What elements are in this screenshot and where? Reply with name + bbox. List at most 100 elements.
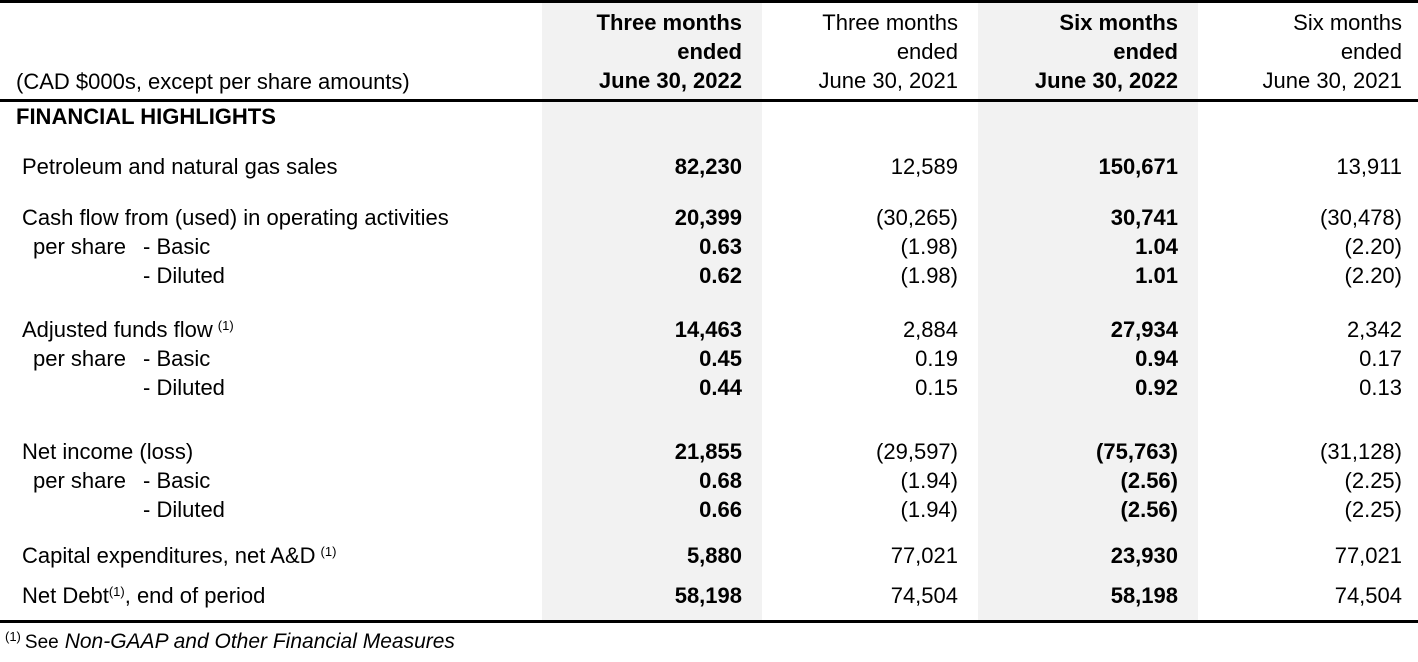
value-cell: 77,021 xyxy=(1334,543,1402,568)
row-label: Net Debt(1), end of period xyxy=(0,581,542,610)
table-header-row: (CAD $000s, except per share amounts) Th… xyxy=(0,0,1418,102)
per-share-type: - Diluted xyxy=(143,375,225,400)
row-label: - Diluted xyxy=(0,495,542,524)
value-cell: (30,265) xyxy=(876,205,958,230)
row-label: per share - Basic xyxy=(0,344,542,373)
row-label: - Diluted xyxy=(0,261,542,290)
row-label-text: Cash flow from (used) in operating activ… xyxy=(22,205,449,230)
column-header-line: ended xyxy=(1113,39,1178,64)
per-share-type: - Diluted xyxy=(143,263,225,288)
footnote-reference-marker: (1) xyxy=(108,584,125,599)
row-label-text: Net income (loss) xyxy=(22,439,194,464)
section-spacer xyxy=(542,102,762,135)
value-cell: 0.13 xyxy=(1359,375,1402,400)
column-header-line: Three months xyxy=(822,10,958,35)
value-cell: (1.94) xyxy=(900,468,958,493)
value-cell: 0.15 xyxy=(915,375,958,400)
shaded-column-three-months-2022 xyxy=(542,3,762,620)
per-share-type: - Basic xyxy=(143,234,211,259)
table-body: Petroleum and natural gas sales 82,230 12,… xyxy=(0,152,1418,610)
row-label: Capital expenditures, net A&D (1) xyxy=(0,541,542,570)
table-row: per share - Basic 0.45 0.19 0.94 0.17 xyxy=(0,344,1418,373)
section-spacer xyxy=(1198,102,1418,135)
value-cell: 23,930 xyxy=(1110,543,1178,568)
value-cell: 27,934 xyxy=(1110,317,1178,342)
row-label-text: Adjusted funds flow xyxy=(22,317,213,342)
table-row: - Diluted 0.44 0.15 0.92 0.13 xyxy=(0,373,1418,402)
per-share-type: - Diluted xyxy=(143,497,225,522)
per-share-lead: per share xyxy=(33,468,126,493)
value-cell: (30,478) xyxy=(1320,205,1402,230)
value-cell: 0.19 xyxy=(915,346,958,371)
footnote: (1) See Non-GAAP and Other Financial Measu… xyxy=(0,629,1418,656)
value-cell: 74,504 xyxy=(890,583,958,608)
table-row: Net Debt(1), end of period 58,198 74,504 58… xyxy=(0,581,1418,610)
value-cell: 82,230 xyxy=(674,154,742,179)
value-cell: 0.68 xyxy=(699,468,742,493)
column-header: Three months ended June 30, 2022 xyxy=(542,3,762,99)
value-cell: (29,597) xyxy=(876,439,958,464)
value-cell: (2.20) xyxy=(1344,263,1402,288)
column-header-line: June 30, 2021 xyxy=(1262,68,1402,93)
row-label-text: Net Debt xyxy=(22,583,109,608)
value-cell: (1.98) xyxy=(900,263,958,288)
value-cell: 20,399 xyxy=(674,205,742,230)
table-row: Capital expenditures, net A&D (1) 5,880 77,… xyxy=(0,541,1418,570)
section-header-row: FINANCIAL HIGHLIGHTS xyxy=(0,102,1418,135)
row-label: Petroleum and natural gas sales xyxy=(0,152,542,181)
value-cell: (31,128) xyxy=(1320,439,1402,464)
column-header-line: Six months xyxy=(1293,10,1402,35)
column-header-line: June 30, 2021 xyxy=(818,68,958,93)
footnote-marker: (1) xyxy=(5,629,21,644)
column-header-line: Six months xyxy=(1059,10,1178,35)
value-cell: (1.94) xyxy=(900,497,958,522)
column-header-line: ended xyxy=(896,39,958,64)
row-label: - Diluted xyxy=(0,373,542,402)
value-cell: 0.66 xyxy=(699,497,742,522)
section-title: FINANCIAL HIGHLIGHTS xyxy=(16,104,276,129)
value-cell: 2,884 xyxy=(902,317,958,342)
per-share-lead: per share xyxy=(33,346,126,371)
table-row: per share - Basic 0.68 (1.94) (2.56) (2.25) xyxy=(0,466,1418,495)
table-row: Cash flow from (used) in operating activ… xyxy=(0,203,1418,232)
per-share-type: - Basic xyxy=(143,346,211,371)
value-cell: (2.25) xyxy=(1344,497,1402,522)
value-cell: 77,021 xyxy=(890,543,958,568)
row-label-text: Capital expenditures, net A&D xyxy=(22,543,316,568)
value-cell: 14,463 xyxy=(674,317,742,342)
row-label: Cash flow from (used) in operating activ… xyxy=(0,203,542,232)
value-cell: (2.56) xyxy=(1120,497,1178,522)
row-label: per share - Basic xyxy=(0,466,542,495)
value-cell: (2.20) xyxy=(1344,234,1402,259)
column-header-line: Three months xyxy=(596,10,742,35)
value-cell: 58,198 xyxy=(1110,583,1178,608)
value-cell: 2,342 xyxy=(1346,317,1402,342)
value-cell: 21,855 xyxy=(674,439,742,464)
value-cell: 0.63 xyxy=(699,234,742,259)
footnote-reference-marker: (1) xyxy=(320,544,337,559)
footnote-reference: Non-GAAP and Other Financial Measures xyxy=(64,630,455,653)
table-bottom-border xyxy=(0,620,1418,623)
table-row: Net income (loss) 21,855 (29,597) (75,763) (… xyxy=(0,437,1418,466)
column-header: Three months ended June 30, 2021 xyxy=(762,3,978,99)
row-label: Adjusted funds flow (1) xyxy=(0,315,542,344)
column-header: Six months ended June 30, 2021 xyxy=(1198,3,1418,99)
footnote-reference-marker: (1) xyxy=(217,318,234,333)
table-row: Petroleum and natural gas sales 82,230 12,… xyxy=(0,152,1418,181)
row-label-suffix: , end of period xyxy=(124,583,266,608)
footnote-prefix: See xyxy=(24,632,59,653)
table-row: per share - Basic 0.63 (1.98) 1.04 (2.20) xyxy=(0,232,1418,261)
row-label: Net income (loss) xyxy=(0,437,542,466)
section-spacer xyxy=(978,102,1198,135)
value-cell: (1.98) xyxy=(900,234,958,259)
value-cell: 0.94 xyxy=(1135,346,1178,371)
table-row: - Diluted 0.62 (1.98) 1.01 (2.20) xyxy=(0,261,1418,290)
table-row: - Diluted 0.66 (1.94) (2.56) (2.25) xyxy=(0,495,1418,524)
value-cell: 0.44 xyxy=(699,375,742,400)
value-cell: 58,198 xyxy=(674,583,742,608)
value-cell: (75,763) xyxy=(1096,439,1178,464)
shaded-column-six-months-2022 xyxy=(978,3,1198,620)
row-label: per share - Basic xyxy=(0,232,542,261)
section-spacer xyxy=(762,102,978,135)
